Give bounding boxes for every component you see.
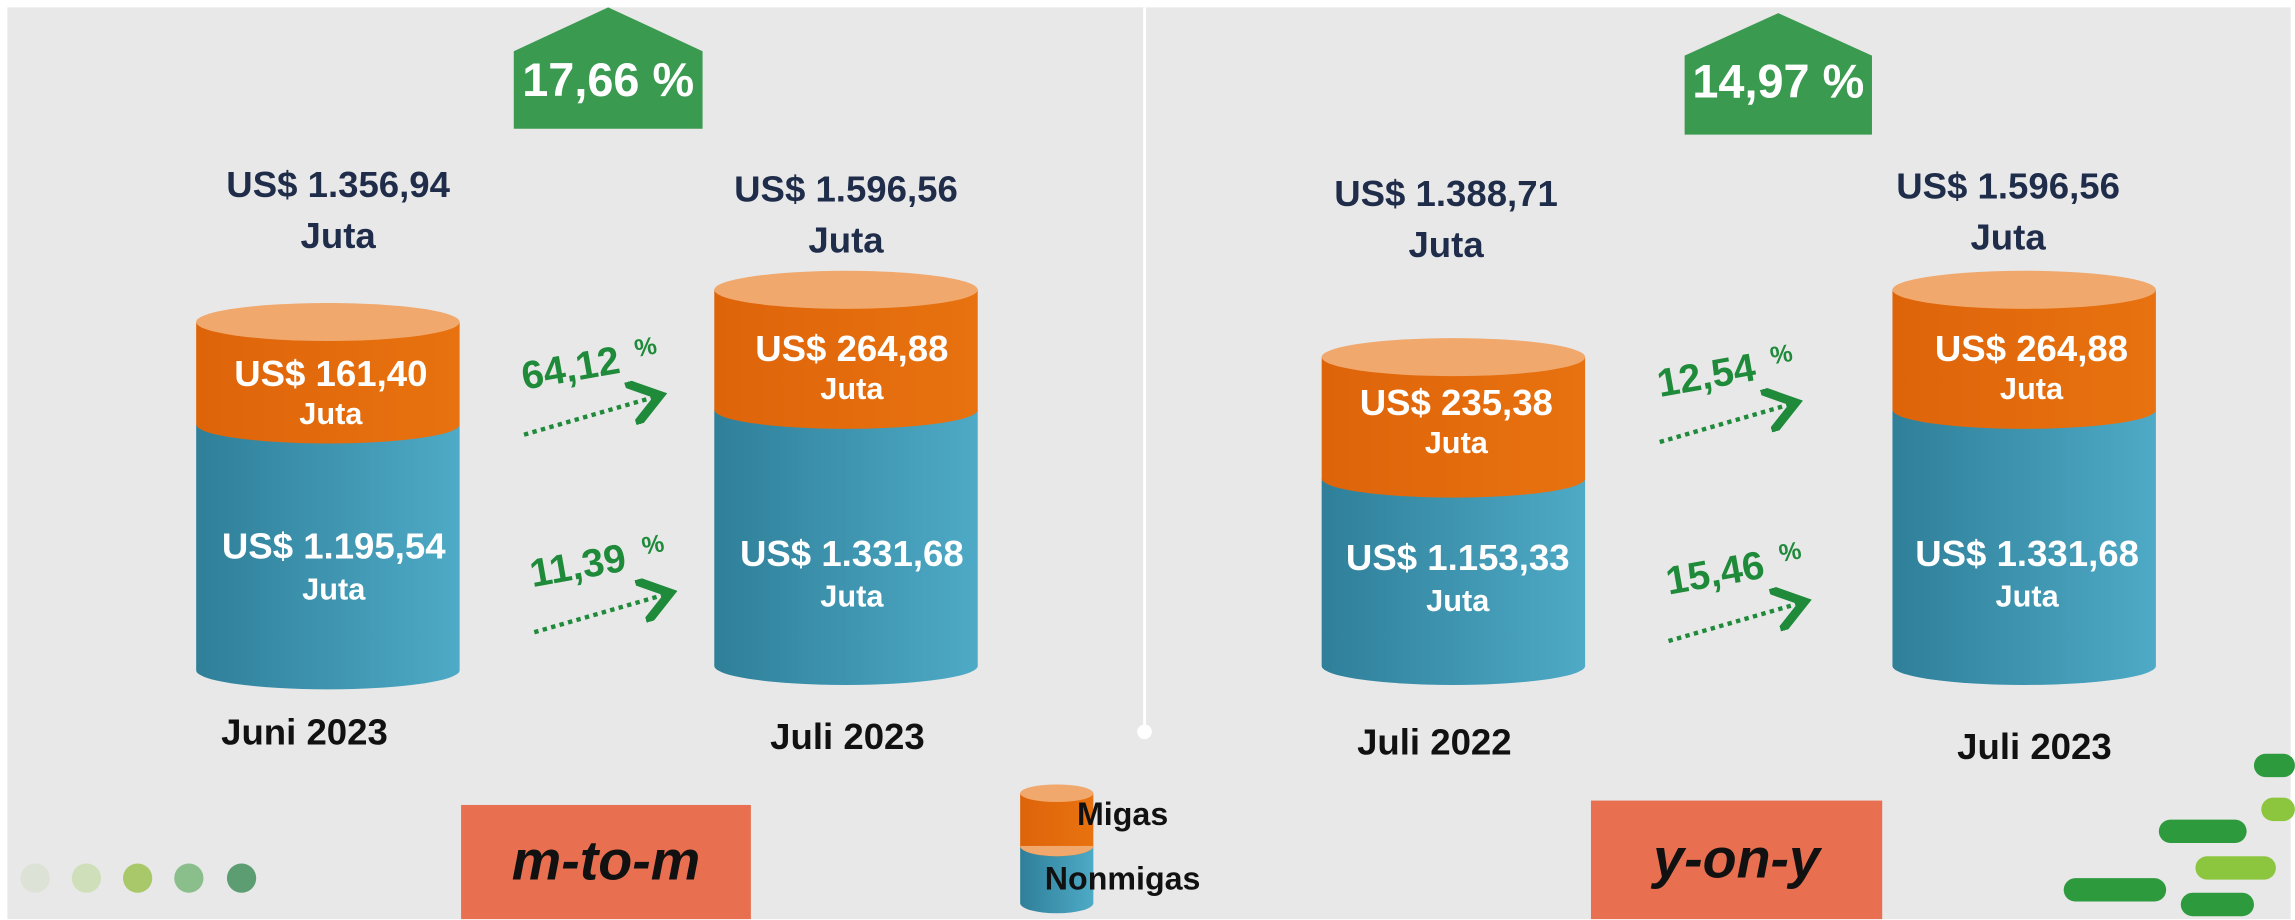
nonmigas-value: US$ 1.331,68 xyxy=(740,533,964,574)
total-value: US$ 1.356,94 xyxy=(226,164,450,205)
growth-badge xyxy=(1684,13,1872,135)
migas-value: US$ 161,40 xyxy=(234,353,427,394)
change-unit: % xyxy=(640,529,667,560)
legend-migas-top xyxy=(1020,784,1094,803)
total-value: US$ 1.388,71 xyxy=(1334,173,1558,214)
nonmigas-body xyxy=(1321,478,1586,685)
growth-badge xyxy=(513,7,703,129)
migas-body xyxy=(714,289,978,429)
cylinder-top xyxy=(196,302,460,342)
legend: Migas Nonmigas xyxy=(1020,784,1201,914)
cylinder-top xyxy=(1892,270,2156,309)
period-badge xyxy=(1590,800,1883,920)
migas-value: US$ 264,88 xyxy=(1935,328,2128,369)
period-label: Juni 2023 xyxy=(221,711,388,752)
total-value: US$ 1.596,56 xyxy=(1896,165,2120,206)
change-arrow xyxy=(1659,404,1792,445)
migas-unit: Juta xyxy=(820,371,884,406)
migas-unit: Juta xyxy=(2000,371,2064,406)
nonmigas-body xyxy=(196,424,460,690)
total-unit: Juta xyxy=(1408,224,1484,265)
cylinder-top xyxy=(1321,338,1586,377)
period-badge-label: m-to-m xyxy=(512,830,700,892)
change-arrow xyxy=(523,397,656,437)
change-arrow xyxy=(1667,603,1801,644)
growth-value: 17,66 % xyxy=(522,54,694,106)
total-unit: Juta xyxy=(808,220,884,261)
migas-unit: Juta xyxy=(299,396,363,431)
divider-dot xyxy=(1137,724,1152,740)
nonmigas-value: US$ 1.331,68 xyxy=(1915,533,2139,574)
migas-body xyxy=(196,321,460,444)
total-value: US$ 1.596,56 xyxy=(734,168,958,209)
nonmigas-value: US$ 1.153,33 xyxy=(1346,537,1570,578)
change-unit: % xyxy=(1777,537,1804,568)
change-unit: % xyxy=(632,332,659,363)
nonmigas-unit: Juta xyxy=(1426,583,1490,618)
migas-unit: Juta xyxy=(1425,425,1489,460)
legend-label: Migas xyxy=(1077,796,1168,832)
growth-value: 14,97 % xyxy=(1692,55,1864,107)
nonmigas-body xyxy=(714,409,978,685)
progress-dots xyxy=(20,863,257,893)
period-label: Juli 2023 xyxy=(770,716,925,757)
period-label: Juli 2023 xyxy=(1957,726,2112,767)
period-badge xyxy=(461,804,751,920)
total-unit: Juta xyxy=(1970,217,2046,258)
nonmigas-unit: Juta xyxy=(302,571,366,606)
nonmigas-body xyxy=(1020,845,1094,914)
total-unit: Juta xyxy=(301,215,377,256)
nonmigas-body xyxy=(1892,409,2156,685)
migas-value: US$ 264,88 xyxy=(755,328,948,369)
migas-body xyxy=(1321,357,1586,498)
change-arrow xyxy=(533,594,666,635)
change-unit: % xyxy=(1768,339,1795,370)
legend-label: Nonmigas xyxy=(1045,861,1201,897)
nonmigas-value: US$ 1.195,54 xyxy=(222,525,446,566)
cylinder-top xyxy=(714,270,978,309)
logo xyxy=(2063,753,2295,917)
migas-value: US$ 235,38 xyxy=(1360,382,1553,423)
nonmigas-unit: Juta xyxy=(1996,579,2060,614)
migas-body xyxy=(1892,289,2156,429)
nonmigas-unit: Juta xyxy=(820,579,884,614)
period-label: Juli 2022 xyxy=(1357,722,1512,763)
period-badge-label: y-on-y xyxy=(1650,827,1823,889)
